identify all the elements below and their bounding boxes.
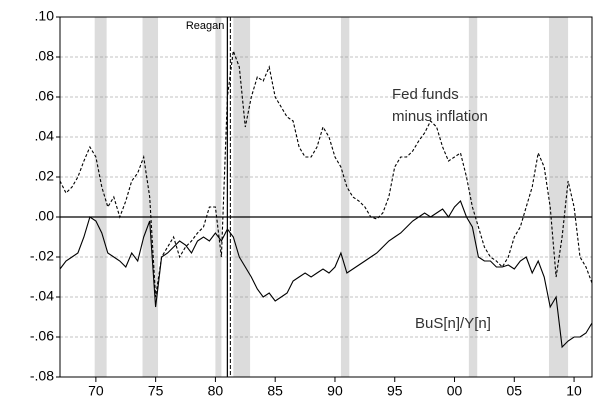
series-line <box>59 200 593 349</box>
x-tick-label: 80 <box>208 383 224 399</box>
y-tick-label: .08 <box>35 48 55 64</box>
annotation: minus inflation <box>392 108 488 125</box>
y-tick-label: .02 <box>35 168 55 184</box>
recession-band <box>215 17 222 377</box>
y-tick-label: -.04 <box>30 288 54 304</box>
y-tick-label: .06 <box>35 88 55 104</box>
y-tick-label: .10 <box>35 8 55 24</box>
plot-frame <box>59 16 593 378</box>
x-tick-label: 90 <box>327 383 343 399</box>
x-tick-label: 95 <box>387 383 403 399</box>
recession-band <box>94 17 107 377</box>
y-tick-label: -.08 <box>30 368 54 384</box>
recession-band <box>142 17 159 377</box>
x-tick-label: 85 <box>267 383 283 399</box>
y-tick-label: -.06 <box>30 328 54 344</box>
x-tick-label: 05 <box>507 383 523 399</box>
y-tick-label: .00 <box>35 208 55 224</box>
annotation: BuS[n]/Y[n] <box>415 315 491 332</box>
event-label: Reagan <box>186 20 225 32</box>
x-tick-label: 70 <box>88 383 104 399</box>
y-tick-label: -.02 <box>30 248 54 264</box>
recession-band <box>548 17 569 377</box>
y-tick-label: .04 <box>35 128 55 144</box>
x-tick-label: 00 <box>447 383 463 399</box>
recession-band <box>233 17 251 377</box>
series-line <box>59 50 593 298</box>
annotation: Fed funds <box>392 86 459 103</box>
recession-band <box>468 17 478 377</box>
x-tick-label: 75 <box>148 383 164 399</box>
recession-band <box>340 17 350 377</box>
x-tick-label: 10 <box>566 383 582 399</box>
